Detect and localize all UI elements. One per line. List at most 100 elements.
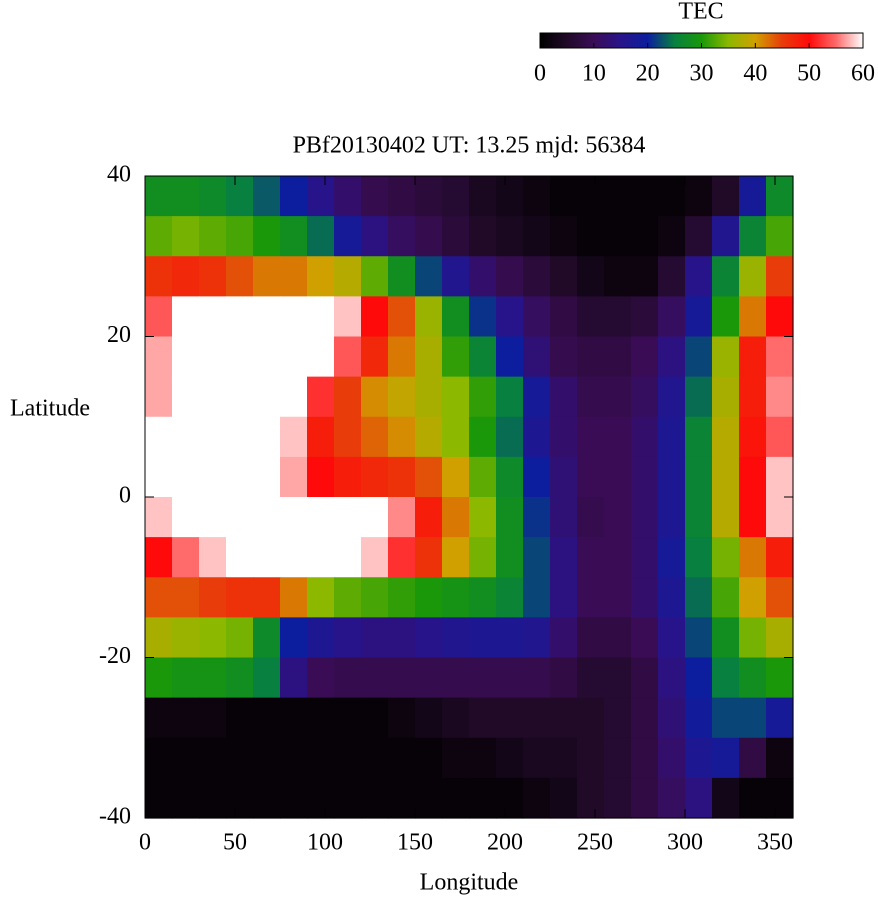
heatmap-cell: [172, 657, 200, 699]
heatmap-cell: [253, 777, 281, 819]
heatmap-cell: [199, 617, 227, 659]
colorbar-tick-label: 10: [582, 61, 606, 87]
heatmap-cell: [253, 256, 281, 297]
heatmap-cell: [442, 577, 470, 618]
heatmap-cell: [172, 737, 200, 779]
heatmap-cell: [577, 697, 605, 739]
heatmap-cell: [226, 376, 254, 418]
heatmap-cell: [469, 376, 497, 418]
colorbar-tick-label: 50: [797, 61, 821, 87]
heatmap-cell: [631, 336, 659, 378]
heatmap-cell: [631, 537, 659, 578]
heatmap-cell: [253, 697, 281, 739]
heatmap-cell: [172, 216, 200, 257]
heatmap-cell: [415, 456, 443, 498]
heatmap-cell: [685, 737, 713, 779]
heatmap-cell: [523, 697, 551, 739]
heatmap-cell: [523, 777, 551, 819]
heatmap-cell: [577, 537, 605, 578]
y-tick-label: 40: [107, 162, 131, 188]
heatmap-cell: [712, 296, 740, 338]
heatmap-cell: [712, 537, 740, 578]
heatmap-cell: [145, 256, 173, 297]
heatmap-cell: [469, 336, 497, 378]
x-tick-label: 350: [757, 830, 793, 856]
x-axis-label: Longitude: [420, 870, 519, 896]
heatmap-cell: [388, 697, 416, 739]
heatmap-cell: [334, 777, 362, 819]
heatmap-cell: [361, 216, 389, 257]
heatmap-cell: [739, 296, 767, 338]
heatmap-cell: [415, 737, 443, 779]
heatmap-cell: [199, 296, 227, 338]
heatmap-cell: [172, 256, 200, 297]
x-tick-label: 150: [397, 830, 433, 856]
heatmap-cell: [334, 657, 362, 699]
heatmap-cell: [577, 456, 605, 498]
heatmap-cell: [415, 256, 443, 297]
heatmap-cell: [172, 617, 200, 659]
heatmap-cell: [712, 737, 740, 779]
heatmap-cell: [550, 416, 578, 458]
heatmap-cell: [361, 737, 389, 779]
heatmap-cell: [334, 737, 362, 779]
heatmap-cell: [604, 777, 632, 819]
heatmap-cell: [334, 336, 362, 378]
heatmap-cell: [415, 617, 443, 659]
heatmap-cell: [307, 497, 335, 538]
heatmap-cell: [226, 296, 254, 338]
heatmap-cell: [253, 537, 281, 578]
heatmap-cell: [145, 497, 173, 538]
heatmap-cell: [766, 497, 794, 538]
heatmap-cell: [415, 537, 443, 578]
heatmap-cell: [496, 176, 524, 217]
heatmap-cell: [145, 737, 173, 779]
heatmap-cell: [469, 657, 497, 699]
heatmap-cell: [766, 697, 794, 739]
heatmap-cell: [172, 296, 200, 338]
heatmap-cell: [604, 456, 632, 498]
heatmap-cell: [145, 376, 173, 418]
heatmap-cell: [226, 617, 254, 659]
heatmap-cell: [739, 577, 767, 618]
heatmap-cell: [253, 216, 281, 257]
heatmap-cell: [145, 456, 173, 498]
heatmap-cell: [523, 577, 551, 618]
heatmap-cell: [199, 577, 227, 618]
heatmap-cell: [307, 697, 335, 739]
heatmap-cell: [523, 296, 551, 338]
heatmap-cell: [253, 296, 281, 338]
heatmap-cell: [199, 777, 227, 819]
heatmap-cell: [226, 336, 254, 378]
heatmap-cell: [415, 296, 443, 338]
heatmap-cell: [442, 416, 470, 458]
heatmap-cell: [226, 416, 254, 458]
heatmap-cell: [388, 617, 416, 659]
heatmap-cell: [739, 416, 767, 458]
heatmap-cell: [442, 176, 470, 217]
heatmap-cell: [712, 416, 740, 458]
heatmap-cell: [334, 497, 362, 538]
heatmap-cell: [550, 456, 578, 498]
heatmap-cell: [739, 617, 767, 659]
heatmap-cell: [280, 577, 308, 618]
colorbar-tick-label: 60: [851, 61, 875, 87]
heatmap-cell: [388, 176, 416, 217]
heatmap-cell: [145, 617, 173, 659]
heatmap-cell: [442, 617, 470, 659]
heatmap-cell: [280, 456, 308, 498]
heatmap-cell: [550, 617, 578, 659]
heatmap-cell: [334, 296, 362, 338]
heatmap-cell: [199, 537, 227, 578]
heatmap-cell: [172, 577, 200, 618]
heatmap-cell: [739, 256, 767, 297]
heatmap-cell: [658, 256, 686, 297]
heatmap-cell: [712, 777, 740, 819]
x-tick-label: 50: [223, 830, 247, 856]
heatmap-cell: [415, 777, 443, 819]
heatmap-cell: [766, 256, 794, 297]
heatmap-cell: [577, 737, 605, 779]
heatmap-cell: [685, 577, 713, 618]
heatmap-cell: [442, 216, 470, 257]
